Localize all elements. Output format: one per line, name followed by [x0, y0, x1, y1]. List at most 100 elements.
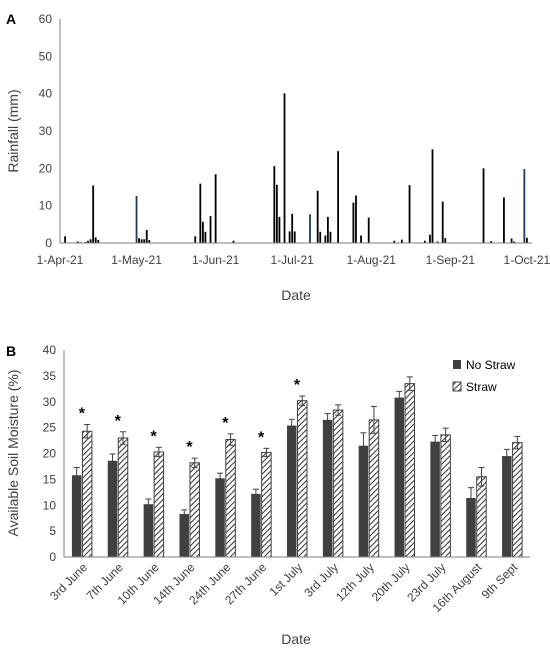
rainfall-bar — [92, 185, 95, 243]
rainfall-bar — [293, 231, 296, 243]
panel-b-y-axis-title: Available Soil Moisture (%) — [5, 369, 21, 536]
no-straw-bar — [179, 514, 189, 557]
no-straw-bar — [322, 419, 333, 557]
rainfall-bar — [360, 235, 362, 243]
rainfall-bar — [288, 231, 291, 243]
rainfall-bar — [275, 184, 278, 243]
rainfall-bar — [76, 241, 79, 243]
rainfall-bar — [148, 240, 151, 243]
panel-a-y-axis-title: Rainfall (mm) — [5, 89, 21, 172]
rainfall-bar — [441, 201, 444, 243]
panel-b-y-tick-label: 25 — [43, 421, 57, 435]
rainfall-bar — [513, 241, 516, 243]
rainfall-bar — [326, 216, 329, 243]
panel-b-y-tick-label: 10 — [43, 498, 57, 512]
rainfall-bar — [444, 238, 447, 243]
panel-b-y-tick-label: 0 — [49, 550, 56, 564]
panel-a-y-tick-label: 30 — [39, 124, 53, 138]
rainfall-bar — [337, 151, 339, 243]
panel-a-y-tick-label: 60 — [39, 12, 53, 26]
panel-a-x-axis-title: Date — [281, 287, 311, 303]
panel-b-x-tick-label: 9th Sept — [479, 560, 521, 602]
rainfall-bar — [408, 185, 411, 243]
rainfall-bar — [355, 195, 357, 243]
panel-b-x-tick-label: 1st July — [266, 560, 305, 599]
significance-marker: * — [186, 439, 193, 456]
no-straw-bar — [430, 441, 440, 557]
straw-bar — [261, 451, 272, 558]
straw-bar — [476, 476, 487, 558]
rainfall-bar — [503, 197, 505, 243]
rainfall-bar — [429, 234, 431, 243]
panel-a-y-tick-label: 50 — [39, 49, 53, 63]
rainfall-bar — [204, 231, 207, 243]
panel-a-x-tick-label: 1-Aug-21 — [347, 253, 397, 267]
significance-marker: * — [150, 428, 157, 445]
rainfall-bar — [352, 202, 355, 243]
no-straw-bar — [358, 445, 369, 557]
straw-bar — [512, 442, 523, 558]
panel-a-letter: A — [6, 11, 16, 27]
rainfall-bar — [367, 217, 370, 243]
significance-marker: * — [79, 406, 86, 423]
legend-swatch-no-straw — [453, 360, 461, 369]
panel-a-x-tick-label: 1-Sep-21 — [426, 253, 476, 267]
straw-bar — [332, 409, 344, 558]
rainfall-bar — [199, 183, 202, 243]
rainfall-bar — [324, 235, 327, 243]
legend-label-no-straw: No Straw — [466, 358, 516, 372]
panel-a-x-tick-label: 1-Jun-21 — [192, 253, 240, 267]
rainfall-bar — [97, 240, 100, 243]
no-straw-bar — [287, 425, 297, 557]
straw-bar — [81, 430, 93, 558]
panel-b-y-tick-label: 20 — [43, 447, 57, 461]
panel-b-significance-markers: * * * * * * * — [79, 377, 301, 456]
panel-a-x-tick-label: 1-May-21 — [111, 253, 162, 267]
straw-bar — [440, 434, 451, 558]
no-straw-bar — [466, 498, 476, 557]
rainfall-bar — [84, 241, 87, 243]
rainfall-bar — [291, 213, 294, 243]
rainfall-bar — [273, 166, 276, 243]
panel-a-y-tick-label: 10 — [39, 199, 53, 213]
rainfall-bar — [194, 236, 197, 243]
panel-a-x-ticks: 1-Apr-21 1-May-21 1-Jun-21 1-Jul-21 1-Aug-21… — [37, 253, 550, 267]
panel-b-y-tick-label: 40 — [43, 343, 57, 357]
rainfall-bar — [309, 214, 311, 243]
panel-b-x-tick-label: 12th July — [333, 560, 377, 604]
straw-bar — [189, 462, 200, 558]
rainfall-bar — [329, 231, 332, 243]
rainfall-bar — [319, 231, 322, 243]
rainfall-bar — [145, 229, 148, 243]
panel-a: A 0 10 20 30 40 50 60 1-Apr-21 1-May-21 1-Jun-21… — [5, 11, 550, 303]
panel-b-y-tick-label: 5 — [49, 524, 56, 538]
legend-swatch-straw — [452, 381, 462, 392]
rainfall-bar — [436, 241, 439, 243]
panel-b-bars — [71, 376, 523, 558]
rainfall-bar — [316, 190, 319, 243]
rainfall-bar — [523, 169, 526, 243]
panel-a-x-tick-label: 1-Jul-21 — [270, 253, 314, 267]
straw-bar — [225, 439, 236, 558]
rainfall-bar — [201, 221, 204, 243]
rainfall-bar — [94, 237, 97, 243]
no-straw-bar — [215, 478, 225, 557]
straw-bar — [153, 451, 165, 558]
rainfall-bar — [87, 240, 89, 243]
rainfall-bar — [64, 236, 67, 243]
panel-b-letter: B — [6, 343, 16, 359]
panel-b-y-tick-label: 35 — [43, 369, 57, 383]
rainfall-bar — [232, 240, 235, 243]
no-straw-bar — [107, 460, 118, 557]
rainfall-bar — [283, 93, 286, 243]
no-straw-bar — [143, 504, 154, 557]
rainfall-bar — [209, 216, 212, 243]
rainfall-bar — [143, 239, 146, 243]
significance-marker: * — [222, 415, 229, 432]
rainfall-bar — [423, 240, 426, 243]
significance-marker: * — [115, 413, 122, 430]
rainfall-bar — [278, 216, 281, 243]
